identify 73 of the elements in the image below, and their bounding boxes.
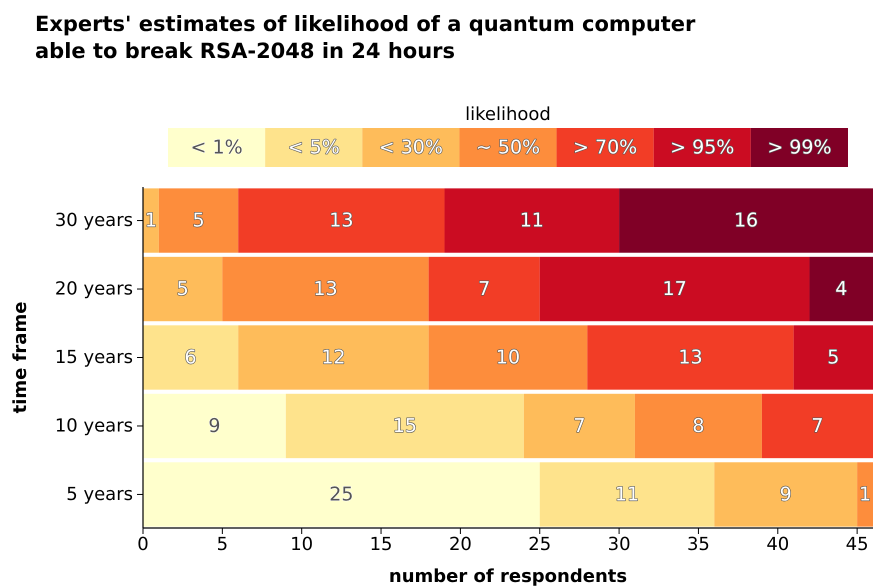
y-axis-title: time frame bbox=[10, 302, 31, 414]
x-tick-label: 5 bbox=[216, 534, 228, 555]
bar bbox=[158, 188, 238, 253]
bar bbox=[619, 188, 873, 253]
data-label: 13 bbox=[329, 210, 354, 232]
data-label: 9 bbox=[780, 483, 792, 506]
data-label: 25 bbox=[329, 483, 354, 506]
x-tick-label: 30 bbox=[608, 534, 631, 555]
bar bbox=[143, 394, 286, 458]
bar bbox=[714, 462, 858, 527]
x-tick-label: 25 bbox=[528, 534, 552, 555]
bar bbox=[810, 256, 873, 322]
data-label: 11 bbox=[520, 210, 544, 232]
bar bbox=[762, 394, 873, 458]
y-tick-label: 30 years bbox=[54, 210, 133, 232]
chart-title: Experts' estimates of likelihood of a quantum computer able to break RSA-2048 in 24 hours bbox=[35, 12, 696, 63]
text: ~ 50% bbox=[476, 136, 540, 158]
x-tick-label: 35 bbox=[686, 534, 710, 555]
bar bbox=[587, 325, 794, 390]
data-label: 5 bbox=[192, 210, 205, 232]
data-label: 7 bbox=[573, 414, 586, 437]
bar bbox=[444, 188, 620, 253]
x-axis-title: number of respondents bbox=[388, 566, 628, 587]
bar bbox=[143, 256, 222, 322]
data-label: 7 bbox=[811, 414, 824, 437]
data-label: 15 bbox=[392, 414, 417, 437]
data-label: 1 bbox=[144, 210, 157, 232]
legend-title: likelihood bbox=[465, 104, 551, 125]
x-tick-label: 45 bbox=[846, 534, 869, 555]
y-tick-label: 20 years bbox=[54, 278, 133, 300]
data-label: 13 bbox=[678, 346, 703, 368]
text: < 30% bbox=[378, 136, 443, 158]
text: < 5% bbox=[288, 136, 340, 158]
bar bbox=[286, 394, 524, 458]
bar bbox=[794, 325, 873, 390]
y-tick-label: 15 years bbox=[54, 347, 133, 368]
x-tick-label: 20 bbox=[448, 534, 472, 555]
data-label: 7 bbox=[478, 278, 490, 300]
data-label: 9 bbox=[208, 414, 220, 437]
bar bbox=[428, 325, 588, 390]
data-label: 8 bbox=[692, 414, 704, 437]
x-tick-label: 40 bbox=[766, 534, 790, 555]
data-label: 1 bbox=[859, 483, 872, 506]
bar bbox=[143, 325, 238, 390]
bar bbox=[634, 394, 762, 458]
x-tick-label: 15 bbox=[370, 534, 392, 555]
bar bbox=[238, 188, 445, 253]
data-label: 6 bbox=[184, 346, 197, 368]
bar bbox=[143, 462, 540, 527]
data-label: 13 bbox=[313, 278, 338, 300]
y-tick-label: 10 years bbox=[54, 415, 133, 436]
bar bbox=[540, 462, 714, 527]
bar bbox=[238, 325, 429, 390]
bar bbox=[428, 256, 540, 322]
data-label: 17 bbox=[662, 278, 687, 300]
series-label: > 99% bbox=[767, 136, 832, 158]
bar bbox=[524, 394, 635, 458]
text: > 95% bbox=[670, 136, 734, 158]
data-label: 10 bbox=[496, 346, 520, 368]
bar bbox=[857, 462, 873, 527]
data-label: 12 bbox=[321, 346, 346, 368]
bar bbox=[540, 256, 810, 322]
x-tick-label: 10 bbox=[290, 534, 314, 555]
data-label: 11 bbox=[614, 483, 640, 506]
x-tick-label: 0 bbox=[137, 534, 149, 555]
bar bbox=[222, 256, 429, 322]
data-label: 16 bbox=[734, 210, 758, 232]
data-label: 5 bbox=[176, 278, 189, 300]
text: > 70% bbox=[573, 136, 638, 158]
data-label: 4 bbox=[835, 278, 848, 300]
data-label: 5 bbox=[827, 346, 840, 368]
text: < 1% bbox=[190, 136, 243, 158]
y-tick-label: 5 years bbox=[66, 484, 133, 505]
